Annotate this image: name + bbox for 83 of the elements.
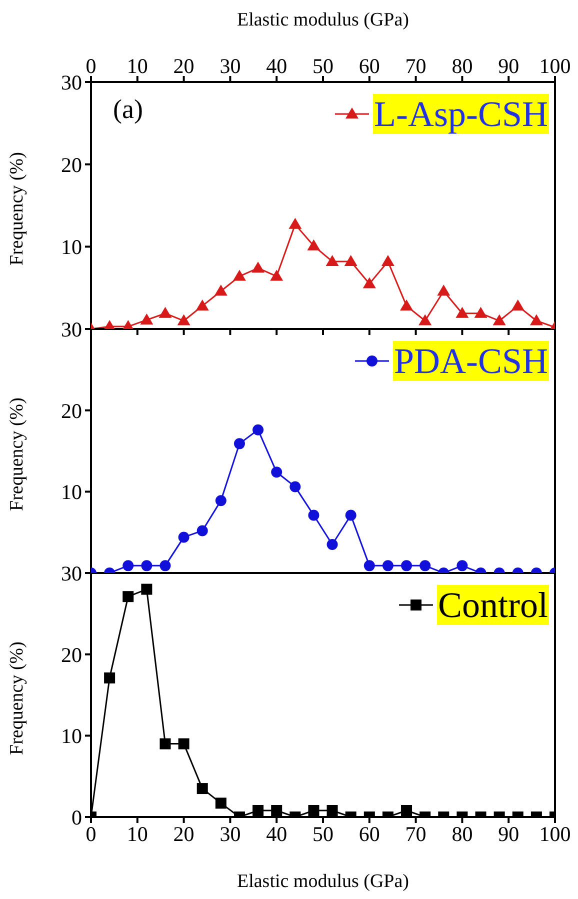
y-tick-label: 30 bbox=[61, 317, 82, 342]
point bbox=[271, 466, 282, 478]
x2-tick-label: 20 bbox=[173, 54, 194, 78]
point bbox=[326, 254, 339, 266]
point bbox=[122, 591, 134, 602]
x-tick-label: 20 bbox=[173, 822, 194, 846]
y-tick-label: 20 bbox=[61, 152, 82, 177]
y-tick-label: 20 bbox=[61, 642, 82, 667]
point bbox=[511, 299, 524, 310]
x-tick-label: 100 bbox=[539, 822, 571, 846]
point bbox=[290, 481, 301, 492]
x-tick-label: 90 bbox=[498, 822, 520, 846]
x-tick-label: 10 bbox=[126, 822, 148, 846]
y-axis-title: Frequency (%) bbox=[6, 398, 28, 511]
point bbox=[270, 270, 284, 281]
y-tick-label: 10 bbox=[61, 235, 82, 260]
legend-label: L-Asp-CSH bbox=[372, 94, 549, 134]
point bbox=[160, 560, 171, 572]
point bbox=[252, 424, 264, 436]
y-tick-label: 20 bbox=[61, 398, 82, 423]
x-tick-label: 50 bbox=[312, 822, 334, 846]
x-tick-label: 80 bbox=[452, 822, 473, 846]
y-axis-title: Frequency (%) bbox=[6, 152, 28, 266]
x-tick-label: 30 bbox=[220, 822, 241, 846]
x2-axis-title: Elastic modulus (GPa) bbox=[236, 9, 410, 30]
point bbox=[345, 510, 356, 521]
point bbox=[141, 560, 152, 572]
point bbox=[288, 218, 302, 229]
point bbox=[382, 560, 394, 572]
x2-tick-label: 100 bbox=[539, 54, 571, 78]
point bbox=[141, 584, 152, 595]
x2-tick-label: 60 bbox=[358, 54, 380, 78]
x-tick-label: 40 bbox=[266, 822, 288, 846]
y-tick-label: 30 bbox=[61, 70, 82, 94]
x2-tick-label: 0 bbox=[86, 54, 96, 78]
y-tick-label: 0 bbox=[72, 805, 82, 830]
annotation: (a) bbox=[113, 94, 143, 125]
point bbox=[308, 510, 320, 521]
point bbox=[177, 314, 190, 326]
point bbox=[456, 306, 469, 318]
point bbox=[418, 314, 432, 326]
point bbox=[196, 525, 208, 536]
point bbox=[401, 560, 412, 572]
x-tick-label: 70 bbox=[405, 822, 426, 846]
point bbox=[474, 306, 488, 318]
x2-tick-label: 80 bbox=[452, 54, 473, 78]
y-tick-label: 10 bbox=[61, 724, 82, 748]
point bbox=[252, 262, 265, 273]
x-axis-title: Elastic modulus (GPa) bbox=[236, 871, 410, 892]
x-tick-label: 60 bbox=[358, 822, 380, 846]
point bbox=[178, 532, 190, 543]
x2-tick-label: 30 bbox=[220, 54, 241, 78]
point bbox=[381, 254, 394, 266]
point bbox=[492, 314, 506, 326]
point bbox=[232, 270, 246, 281]
point bbox=[344, 254, 358, 266]
point bbox=[420, 560, 431, 572]
point bbox=[437, 284, 450, 296]
legend-label: PDA-CSH bbox=[392, 341, 549, 381]
point bbox=[326, 539, 338, 550]
x2-tick-label: 90 bbox=[498, 54, 520, 78]
x2-tick-label: 50 bbox=[312, 54, 334, 78]
point bbox=[364, 560, 375, 572]
y-tick-label: 10 bbox=[61, 480, 82, 504]
x2-tick-label: 40 bbox=[266, 54, 288, 78]
point bbox=[307, 239, 320, 250]
x2-tick-label: 10 bbox=[126, 54, 148, 78]
point bbox=[122, 560, 134, 572]
point bbox=[234, 438, 245, 450]
point bbox=[530, 314, 543, 326]
y-tick-label: 30 bbox=[61, 561, 82, 586]
point bbox=[158, 306, 172, 318]
point bbox=[215, 495, 226, 506]
point bbox=[104, 672, 116, 684]
y-axis-title: Frequency (%) bbox=[6, 642, 28, 755]
point bbox=[456, 560, 468, 572]
point bbox=[400, 299, 414, 310]
point bbox=[214, 284, 228, 296]
legend-label: Control bbox=[436, 585, 549, 625]
x2-tick-label: 70 bbox=[405, 54, 426, 78]
point bbox=[362, 277, 376, 288]
point bbox=[196, 299, 209, 310]
point bbox=[140, 313, 154, 324]
